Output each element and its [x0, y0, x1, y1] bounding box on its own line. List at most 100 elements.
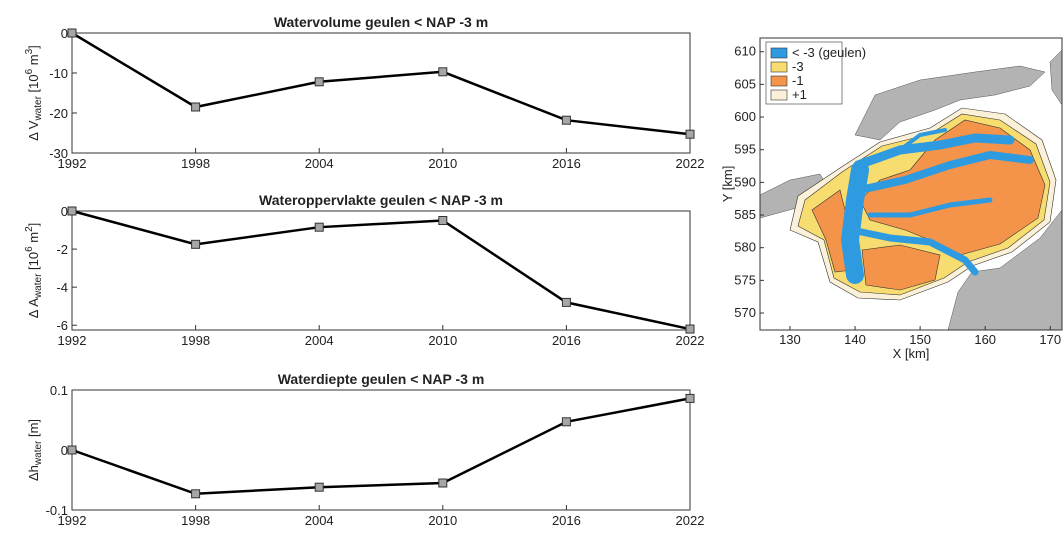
y-axis-label-part: 6	[24, 246, 35, 252]
y-axis-label: Δ Vwater [106 m3]	[24, 45, 44, 141]
y-tick-label: 0	[61, 204, 68, 219]
y-axis-label-part: 3	[24, 48, 35, 54]
y-tick-label: 0	[61, 443, 68, 458]
x-tick-label: 1998	[181, 333, 210, 348]
legend-label: -3	[792, 59, 804, 74]
x-tick-label: 160	[974, 332, 996, 347]
x-tick-label: 1998	[181, 156, 210, 171]
legend-label: < -3 (geulen)	[792, 45, 866, 60]
plot-area	[71, 32, 691, 154]
x-axis-label: X [km]	[893, 346, 930, 361]
y-tick-label: -10	[49, 66, 68, 81]
y-axis-label-part: Δ V	[26, 120, 41, 141]
data-line	[71, 209, 691, 331]
y-axis-label-part: [10	[26, 252, 41, 274]
x-tick-label: 1992	[58, 513, 87, 528]
x-tick-label: 2004	[305, 333, 334, 348]
y-axis-label-part: ]	[26, 223, 41, 227]
legend-swatch	[770, 61, 788, 73]
x-tick-label: 2022	[676, 513, 705, 528]
y-axis-label: Δhwater [m]	[26, 419, 44, 481]
y-axis-label-part: water	[33, 273, 44, 299]
data-marker	[67, 28, 77, 38]
data-marker	[685, 393, 695, 403]
y-tick-label: -4	[56, 280, 68, 295]
y-axis-label-part: water	[33, 95, 44, 121]
data-marker	[67, 445, 77, 455]
data-line	[71, 31, 691, 136]
x-tick-label: 2010	[428, 156, 457, 171]
x-tick-label: 2022	[676, 333, 705, 348]
y-tick-label: 610	[734, 44, 756, 59]
x-tick-label: 150	[909, 332, 931, 347]
data-line	[71, 397, 691, 496]
data-marker	[438, 67, 448, 77]
chart-title: Waterdiepte geulen < NAP -3 m	[278, 371, 485, 387]
x-tick-label: 2016	[552, 156, 581, 171]
x-tick-label: 2022	[676, 156, 705, 171]
x-tick-label: 140	[844, 332, 866, 347]
x-tick-label: 2016	[552, 513, 581, 528]
y-axis-label-part: m	[26, 232, 41, 246]
y-tick-label: 590	[734, 174, 756, 189]
data-marker	[314, 482, 324, 492]
legend-label: +1	[792, 87, 807, 102]
x-tick-label: 1992	[58, 333, 87, 348]
y-tick-label: -0.1	[46, 503, 68, 518]
y-tick-label: 0	[61, 26, 68, 41]
legend-swatch	[770, 75, 788, 87]
legend-swatch	[770, 47, 788, 59]
y-axis-label: Y [km]	[720, 166, 735, 203]
y-tick-label: 605	[734, 76, 756, 91]
y-tick-label: 585	[734, 207, 756, 222]
chart-title: Watervolume geulen < NAP -3 m	[274, 14, 488, 30]
y-axis-label-part: 2	[24, 226, 35, 232]
y-tick-label: -30	[49, 146, 68, 161]
chart-title: Wateroppervlakte geulen < NAP -3 m	[259, 192, 503, 208]
y-axis-label-part: Δ A	[26, 298, 41, 319]
y-axis-label-part: ]	[26, 45, 41, 49]
plot-area	[71, 210, 691, 331]
x-tick-label: 2016	[552, 333, 581, 348]
data-marker	[314, 77, 324, 87]
x-tick-label: 1992	[58, 156, 87, 171]
y-tick-label: 580	[734, 240, 756, 255]
x-tick-label: 2010	[428, 333, 457, 348]
y-tick-label: 0.1	[50, 383, 68, 398]
data-marker	[438, 216, 448, 226]
x-tick-label: 2004	[305, 513, 334, 528]
map-shapes	[760, 38, 1062, 330]
y-axis-label-part: m	[26, 54, 41, 68]
data-marker	[191, 489, 201, 499]
y-tick-label: -20	[49, 106, 68, 121]
y-tick-label: -2	[56, 242, 68, 257]
data-marker	[561, 417, 571, 427]
y-tick-label: 575	[734, 272, 756, 287]
y-axis-label-part: 6	[24, 68, 35, 74]
map-frame	[759, 37, 1063, 331]
y-tick-label: 595	[734, 142, 756, 157]
data-marker	[685, 129, 695, 139]
y-axis-label: Δ Awater [106 m2]	[24, 223, 44, 319]
data-marker	[561, 115, 571, 125]
y-axis-label-part: [m]	[26, 419, 41, 441]
y-tick-label: -6	[56, 318, 68, 333]
y-tick-label: 600	[734, 109, 756, 124]
y-tick-label: 570	[734, 305, 756, 320]
x-tick-label: 2010	[428, 513, 457, 528]
x-tick-label: 130	[779, 332, 801, 347]
data-marker	[561, 297, 571, 307]
data-marker	[67, 206, 77, 216]
data-marker	[191, 239, 201, 249]
y-axis-label-part: water	[33, 440, 44, 466]
x-tick-label: 170	[1039, 332, 1061, 347]
x-tick-label: 2004	[305, 156, 334, 171]
plot-area	[71, 389, 691, 511]
x-tick-label: 1998	[181, 513, 210, 528]
y-axis-label-part: Δh	[26, 465, 41, 481]
data-marker	[438, 478, 448, 488]
legend-swatch	[770, 89, 788, 101]
y-axis-label-part: [10	[26, 74, 41, 96]
legend-label: -1	[792, 73, 804, 88]
